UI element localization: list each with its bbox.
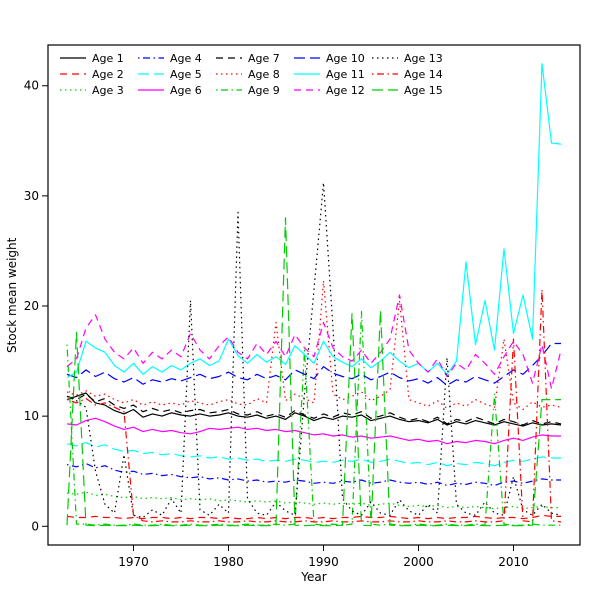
series-line-age-13: [66, 182, 562, 519]
legend-item-age-13: Age 13: [372, 52, 443, 65]
legend-label-age-13: Age 13: [404, 52, 443, 65]
plot-border: [47, 44, 581, 546]
x-tick-label: 2010: [498, 555, 529, 569]
legend-item-age-8: Age 8: [216, 68, 280, 81]
series-line-age-7: [66, 393, 562, 426]
legend-item-age-4: Age 4: [138, 52, 202, 65]
x-tick-label: 1990: [308, 555, 339, 569]
legend-label-age-6: Age 6: [170, 84, 202, 97]
y-tick-label: 20: [24, 299, 39, 313]
legend-item-age-7: Age 7: [216, 52, 280, 65]
series-line-age-10: [66, 342, 561, 386]
x-tick-label: 1980: [213, 555, 244, 569]
legend-item-age-14: Age 14: [372, 68, 443, 81]
legend-label-age-9: Age 9: [248, 84, 280, 97]
legend-label-age-2: Age 2: [92, 68, 124, 81]
series-line-age-2: [66, 514, 561, 520]
y-tick-label: 40: [24, 79, 39, 93]
series-line-age-12: [66, 294, 562, 390]
legend-label-age-3: Age 3: [92, 84, 124, 97]
series-line-age-15: [66, 217, 561, 527]
legend-item-age-3: Age 3: [60, 84, 124, 97]
series-line-age-1: [66, 392, 562, 427]
series-line-age-14: [66, 288, 562, 523]
y-tick-label: 10: [24, 409, 39, 423]
series-line-age-8: [66, 280, 562, 411]
x-tick-label: 2000: [403, 555, 434, 569]
series-line-age-11: [66, 63, 562, 379]
legend-item-age-5: Age 5: [138, 68, 202, 81]
series-line-age-4: [66, 462, 561, 487]
legend-item-age-1: Age 1: [60, 52, 124, 65]
legend-label-age-7: Age 7: [248, 52, 280, 65]
legend-item-age-12: Age 12: [294, 84, 365, 97]
legend-item-age-9: Age 9: [216, 84, 280, 97]
legend-label-age-14: Age 14: [404, 68, 443, 81]
legend-item-age-15: Age 15: [372, 84, 443, 97]
x-tick-label: 1970: [118, 555, 149, 569]
legend-label-age-11: Age 11: [326, 68, 365, 81]
legend-item-age-2: Age 2: [60, 68, 124, 81]
x-axis-label: Year: [301, 570, 327, 584]
series-line-age-6: [66, 417, 561, 445]
legend-item-age-6: Age 6: [138, 84, 202, 97]
y-tick-label: 0: [31, 519, 39, 533]
legend-item-age-10: Age 10: [294, 52, 365, 65]
legend-label-age-15: Age 15: [404, 84, 443, 97]
series-line-age-3: [66, 491, 561, 510]
y-tick-label: 30: [24, 189, 39, 203]
series-line-age-5: [66, 442, 561, 467]
legend-label-age-10: Age 10: [326, 52, 365, 65]
legend-item-age-11: Age 11: [294, 68, 365, 81]
legend-label-age-8: Age 8: [248, 68, 280, 81]
legend-label-age-5: Age 5: [170, 68, 202, 81]
legend-label-age-4: Age 4: [170, 52, 202, 65]
y-axis-label: Stock mean weight: [5, 237, 19, 353]
legend-label-age-1: Age 1: [92, 52, 124, 65]
legend-label-age-12: Age 12: [326, 84, 365, 97]
